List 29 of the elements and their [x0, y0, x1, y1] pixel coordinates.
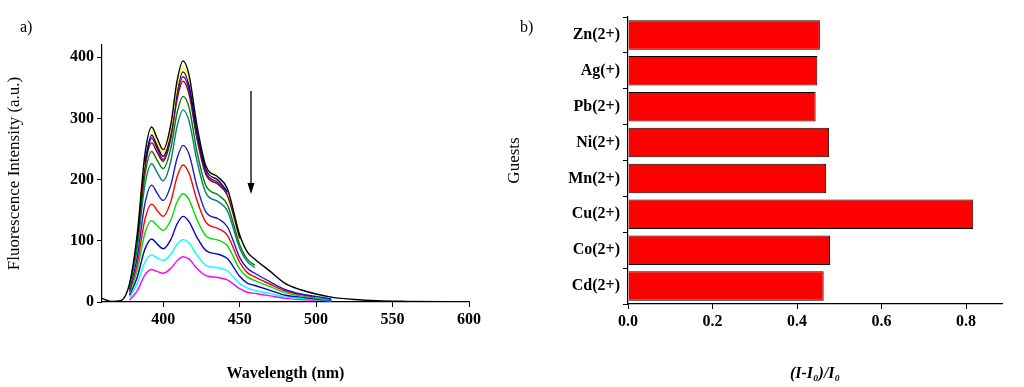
y-axis-title: Fluorescence Intensity (a.u.) [3, 76, 23, 271]
x-tick-label: 0.0 [618, 311, 638, 329]
chart-title: b) [520, 18, 534, 37]
y-tick-label: Cd(2+) [571, 276, 620, 295]
x-tick-label: 550 [380, 309, 405, 327]
y-tick-label: Pb(2+) [573, 96, 620, 115]
y-tick-label: 100 [70, 230, 94, 248]
y-tick-label: Co(2+) [572, 240, 620, 259]
y-tick-label: Cu(2+) [571, 204, 620, 223]
x-tick-label: 0.2 [702, 311, 723, 329]
x-tick-label: 0.6 [871, 311, 892, 329]
y-tick-label: 0 [86, 292, 94, 310]
y-tick-label: Mn(2+) [568, 168, 620, 187]
y-tick-label: Zn(2+) [572, 25, 620, 44]
x-tick-label: 600 [457, 309, 481, 327]
y-tick-label: Ag(+) [580, 60, 620, 79]
x-tick-label: 0.8 [956, 311, 977, 329]
x-axis-title: (I-I₀)/I₀ [789, 363, 841, 382]
x-axis-title: Wavelength (nm) [226, 363, 345, 382]
x-tick-label: 0.4 [787, 311, 808, 329]
y-tick-label: Ni(2+) [576, 132, 620, 151]
x-tick-label: 400 [151, 309, 176, 327]
x-tick-label: 450 [227, 309, 252, 327]
y-tick-label: 200 [70, 169, 94, 187]
y-tick-label: 300 [70, 108, 94, 126]
chart-title: a) [20, 18, 33, 37]
x-tick-label: 500 [304, 309, 329, 327]
y-axis-title: Guests [503, 137, 523, 184]
y-tick-label: 400 [70, 47, 94, 65]
